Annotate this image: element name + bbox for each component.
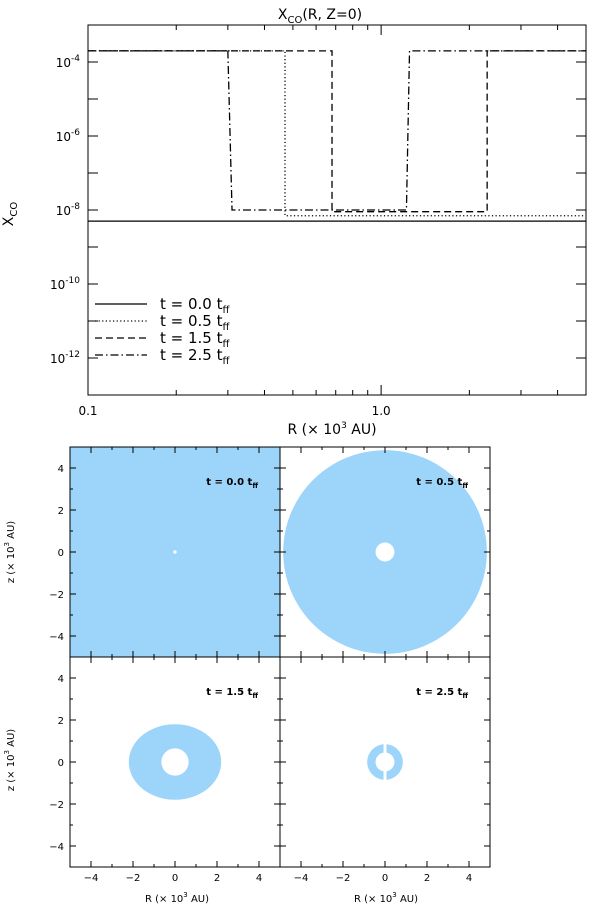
y-tick-label: 10-10: [50, 276, 80, 292]
series-line-dotted: [88, 50, 586, 217]
panel-time-label: t = 2.5 tff: [416, 687, 468, 700]
co-hole: [173, 550, 177, 554]
legend-label: t = 2.5 tff: [160, 346, 231, 367]
axis-ticks: 0.1 1.0 10-4 10-6 10-8 10-10 10-12: [50, 24, 586, 418]
region-panels: −4 −2 0 2 4 t = 0.0 tff t = 0.5 tff −4 −2 0 2 4 −4 −2…: [49, 446, 491, 884]
panel-y-tick-label: −2: [49, 590, 64, 601]
panel-time-label: t = 0.5 tff: [416, 477, 468, 490]
panel-x-tick-label: −2: [336, 873, 351, 884]
xco-line-chart: XCO(R, Z=0) 0.1 1.0 10-4 10-6 10-8 10-10 10-12…: [1, 7, 587, 438]
panel-y-tick-label: 4: [58, 674, 64, 685]
panel-x-tick-label: −2: [126, 873, 141, 884]
y-tick-label: 10-6: [56, 128, 81, 144]
panel-y-tick-label: −2: [49, 800, 64, 811]
panel-y-tick-label: 2: [58, 506, 64, 517]
legend-label: t = 0.5 tff: [160, 312, 231, 333]
panel-x-tick-label: −4: [294, 873, 309, 884]
panel-x-tick-label: 4: [256, 873, 262, 884]
y-axis-title: XCO: [1, 202, 20, 227]
chart-title: XCO(R, Z=0): [278, 7, 362, 26]
panel-time-label: t = 0.0 tff: [206, 477, 258, 490]
panel-x-tick-label: 0: [172, 873, 178, 884]
series-line-dashed: [88, 50, 586, 213]
y-tick-label: 10-8: [56, 202, 81, 218]
panel-x-tick-label: 2: [424, 873, 430, 884]
x-tick-label: 1.0: [372, 404, 391, 418]
x-axis-title: R (× 103 AU): [287, 421, 376, 438]
panel-x-tick-label: −4: [84, 873, 99, 884]
panel-y-tick-label: −4: [49, 842, 64, 853]
x-tick-label: 0.1: [78, 404, 97, 418]
panel-time-label: t = 1.5 tff: [206, 687, 258, 700]
panel-x-tick-label: 0: [382, 873, 388, 884]
panel-y-tick-label: 0: [58, 758, 64, 769]
panel-1: t = 0.5 tff: [279, 446, 491, 658]
co-gap: [383, 741, 387, 783]
panel-y-tick-label: 0: [58, 548, 64, 559]
y-tick-label: 10-12: [50, 350, 80, 366]
panel-y-tick-label: 2: [58, 716, 64, 727]
panel-x-tick-label: 4: [466, 873, 472, 884]
panels-x-axis-title-right: R (× 103 AU): [354, 891, 418, 905]
co-hole: [375, 542, 395, 562]
panel-3: −4 −2 0 2 4 t = 2.5 tff: [279, 656, 491, 884]
panels-y-axis-title-bottom: z (× 103 AU): [3, 729, 17, 791]
panel-y-tick-label: −4: [49, 632, 64, 643]
panel-y-tick-label: 4: [58, 464, 64, 475]
panels-y-axis-title-top: z (× 103 AU): [3, 521, 17, 583]
series-line-dashdot: [88, 50, 586, 211]
panel-0: −4 −2 0 2 4 t = 0.0 tff: [49, 446, 281, 658]
panels-x-axis-title-left: R (× 103 AU): [145, 891, 209, 905]
panel-x-tick-label: 2: [214, 873, 220, 884]
legend-label: t = 1.5 tff: [160, 329, 231, 350]
legend-label: t = 0.0 tff: [160, 295, 231, 316]
series-lines: [88, 50, 586, 222]
y-tick-label: 10-4: [56, 54, 81, 70]
panel-2: −4 −2 0 2 4 −4 −2 0 2 4 t = 1.5 tff: [49, 656, 281, 884]
co-hole: [161, 748, 189, 776]
